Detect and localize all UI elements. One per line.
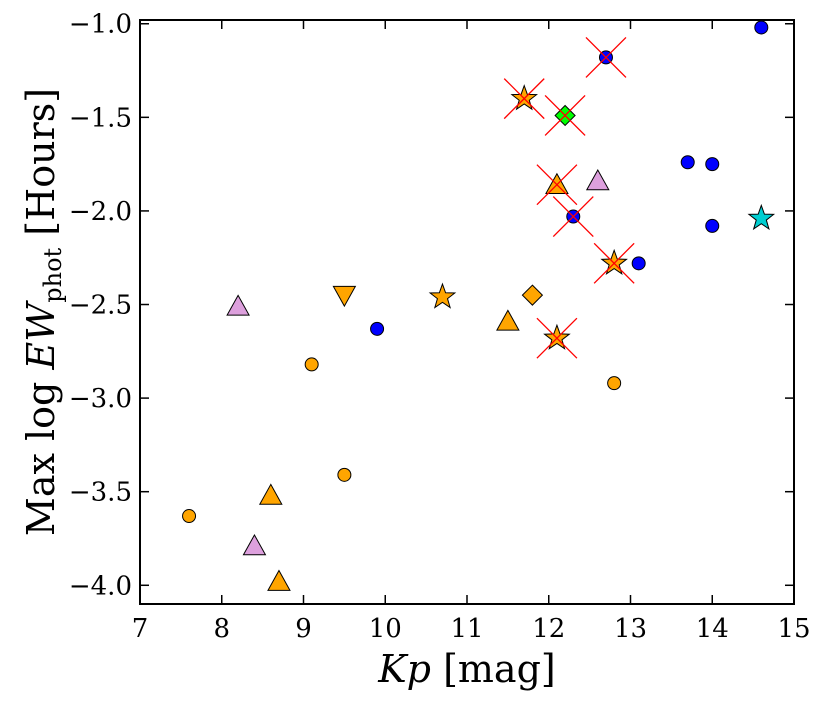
y-tick-label: −2.0 [69, 197, 132, 227]
circle-point [337, 467, 352, 482]
y-tick-label: −1.5 [69, 103, 132, 133]
y-axis-var: EW [19, 300, 63, 371]
x-tick-label: 15 [777, 614, 810, 644]
star-point [428, 282, 457, 309]
star-point [543, 323, 571, 350]
x-tick-label: 12 [532, 614, 565, 644]
triangle-point [545, 172, 569, 195]
circle-point [304, 357, 319, 372]
star-point [747, 203, 776, 231]
circle-point [705, 157, 720, 172]
triangle-point [267, 569, 291, 591]
triangle-point [585, 168, 610, 191]
plot-frame [139, 19, 795, 605]
circle-point [754, 20, 769, 35]
y-axis-label: Max log EWphot [Hours] [19, 88, 67, 536]
y-axis-subscript: phot [39, 247, 67, 302]
circle-point [631, 256, 646, 271]
data-markers [182, 20, 776, 591]
x-axis-var: Kp [377, 647, 431, 691]
y-axis-unit: [Hours] [19, 88, 63, 236]
circle-point [680, 155, 695, 170]
circle-point [705, 218, 720, 233]
x-tick-label: 9 [295, 614, 312, 644]
x-tick-label: 8 [213, 614, 230, 644]
star-point [600, 248, 628, 276]
x-tick-label: 14 [696, 614, 729, 644]
y-axis-prefix: Max log [19, 382, 63, 536]
y-axis-ticks: −4.0 −3.5 −3.0 −2.5 −2.0 −1.5 −1.0 [69, 10, 794, 601]
y-tick-label: −2.5 [69, 291, 132, 321]
cross-mark-line [585, 36, 627, 78]
triangle-down-point [332, 285, 357, 308]
circle-point [370, 321, 385, 336]
y-tick-label: −3.0 [69, 384, 132, 414]
x-axis-ticks: 7 8 9 10 11 12 13 14 15 [132, 20, 811, 644]
x-axis-unit: [mag] [443, 647, 556, 691]
x-axis-label: Kp [mag] [377, 647, 555, 691]
x-tick-label: 7 [132, 614, 149, 644]
cross-mark-line [536, 164, 578, 206]
star-point [510, 84, 539, 111]
circle-point [182, 509, 197, 524]
triangle-point [242, 533, 267, 556]
diamond-point [521, 284, 544, 306]
x-tick-label: 10 [369, 614, 402, 644]
cross-mark-line [503, 78, 545, 120]
x-tick-label: 13 [614, 614, 647, 644]
circle-point [607, 376, 622, 391]
x-tick-label: 11 [450, 614, 483, 644]
y-tick-label: −4.0 [69, 571, 132, 601]
cross-mark-line [544, 95, 586, 136]
triangle-point [496, 309, 520, 331]
triangle-point [226, 294, 250, 316]
cross-mark-line [593, 242, 635, 284]
cross-mark-line [552, 196, 594, 237]
y-tick-label: −3.5 [69, 478, 132, 508]
triangle-point [258, 483, 283, 505]
crossed-marks [503, 36, 635, 359]
y-tick-label: −1.0 [69, 10, 132, 40]
cross-mark-line [536, 317, 578, 359]
